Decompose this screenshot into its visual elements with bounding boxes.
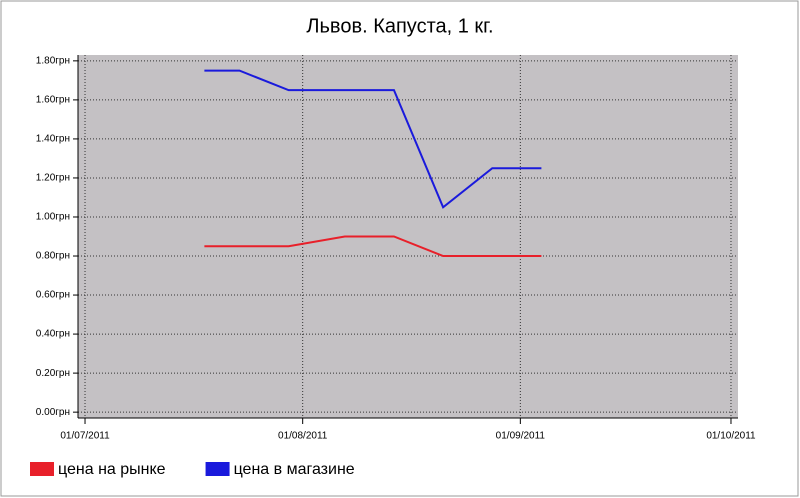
legend-swatch (205, 462, 230, 476)
x-tick-label: 01/10/2011 (706, 431, 756, 442)
y-tick-label: 1.20грн (36, 173, 70, 184)
x-tick-label: 01/08/2011 (278, 431, 328, 442)
y-tick-label: 0.00грн (36, 407, 70, 418)
y-tick-label: 1.80грн (36, 55, 70, 66)
series-line (204, 69, 542, 209)
legend-label: цена на рынке (58, 461, 166, 478)
x-tick-label: 01/09/2011 (496, 431, 546, 442)
legend-swatch (30, 462, 54, 476)
series-line (204, 235, 542, 258)
plot-area (78, 55, 738, 418)
y-tick-label: 0.40грн (36, 329, 70, 340)
x-tick-label: 01/07/2011 (60, 431, 110, 442)
y-tick-label: 0.20грн (36, 368, 70, 379)
y-tick-label: 1.00грн (36, 212, 70, 223)
chart-title: Львов. Капуста, 1 кг. (306, 15, 493, 37)
legend-label: цена в магазине (234, 461, 355, 478)
y-tick-label: 1.60грн (36, 95, 70, 106)
y-tick-label: 0.80грн (36, 251, 70, 262)
y-tick-label: 1.40грн (36, 134, 70, 145)
y-tick-label: 0.60грн (36, 290, 70, 301)
